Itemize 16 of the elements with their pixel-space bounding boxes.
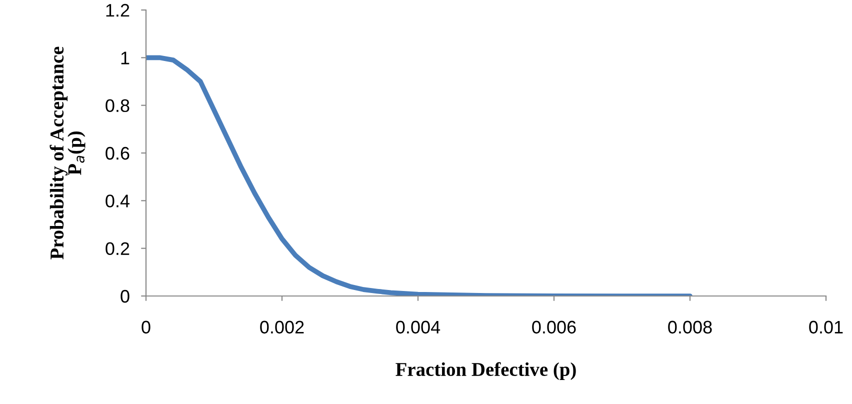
line-series (146, 55, 692, 296)
x-tick-label: 0.01 (809, 320, 843, 334)
x-tick-label: 0.004 (396, 320, 440, 334)
y-tick-label: 0 (120, 290, 130, 303)
y-tick-label: 1 (121, 52, 130, 64)
y-tick-label: 0.8 (106, 99, 130, 112)
y-tick-label: 0.2 (106, 242, 130, 256)
x-tick-label: 0.002 (260, 320, 304, 334)
x-axis-title: Fraction Defective (p) (396, 362, 576, 380)
y-axis-title: Probability of Acceptance P$_{a}$(p) (50, 46, 86, 260)
y-tick-label: 0.6 (106, 146, 130, 160)
x-tick-label: 0.008 (668, 320, 712, 334)
y-tick-label: 1.2 (106, 4, 130, 17)
x-tick-label: 0.006 (532, 320, 576, 334)
x-tick-label: 0 (142, 320, 150, 334)
y-tick-label: 0.4 (106, 194, 130, 208)
